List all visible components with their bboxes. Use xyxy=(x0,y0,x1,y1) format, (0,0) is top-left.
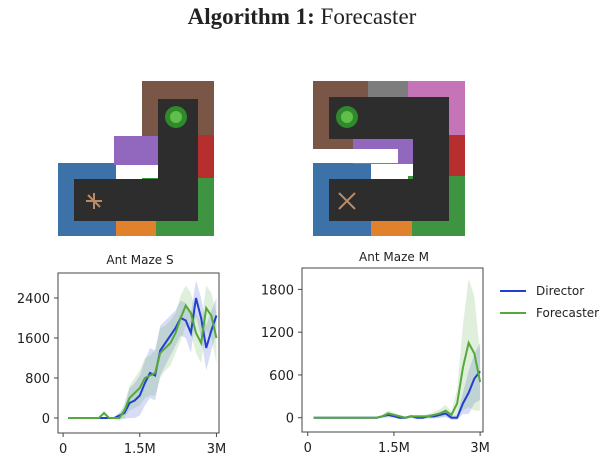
ytick-label-m-0: 0 xyxy=(286,412,294,427)
ant-maze-m-map xyxy=(313,81,465,236)
ant-maze-s-map xyxy=(58,81,216,236)
xtick-label-m-1: 1.5M xyxy=(378,441,410,456)
ytick-label-s-2: 1600 xyxy=(17,332,50,347)
title-bold: Algorithm 1: xyxy=(187,4,315,29)
xtick-label-m-2: 3M xyxy=(470,441,490,456)
legend-item-director: Director xyxy=(500,280,599,302)
band-m-director xyxy=(313,342,481,420)
xtick-label-s-0: 0 xyxy=(59,442,67,457)
legend: Director Forecaster xyxy=(500,280,599,324)
ytick-label-s-1: 800 xyxy=(25,372,50,387)
series-line-s-forecaster xyxy=(68,303,218,419)
xtick-label-m-0: 0 xyxy=(304,441,312,456)
title-rest: Forecaster xyxy=(320,4,417,29)
legend-swatch-director xyxy=(500,290,526,292)
chart-s-title: Ant Maze S xyxy=(106,253,174,267)
chart-m-title: Ant Maze M xyxy=(359,250,429,264)
ytick-label-m-1: 600 xyxy=(269,369,294,384)
plot-frame-m xyxy=(301,267,484,433)
xtick-label-s-2: 3M xyxy=(207,442,227,457)
plot-frame-s xyxy=(57,272,220,434)
ytick-label-s-0: 0 xyxy=(42,412,50,427)
band-s-director xyxy=(68,280,217,419)
band-m-forecaster xyxy=(313,278,481,420)
legend-swatch-forecaster xyxy=(500,312,526,314)
figure-title: Algorithm 1: Forecaster xyxy=(0,4,604,30)
series-line-m-forecaster xyxy=(313,340,482,419)
legend-item-forecaster: Forecaster xyxy=(500,302,599,324)
xtick-label-s-1: 1.5M xyxy=(124,442,156,457)
ytick-label-m-3: 1800 xyxy=(261,283,294,298)
legend-label-forecaster: Forecaster xyxy=(536,306,600,320)
ytick-label-m-2: 1200 xyxy=(261,326,294,341)
ytick-label-s-3: 2400 xyxy=(17,292,50,307)
legend-label-director: Director xyxy=(536,284,585,298)
